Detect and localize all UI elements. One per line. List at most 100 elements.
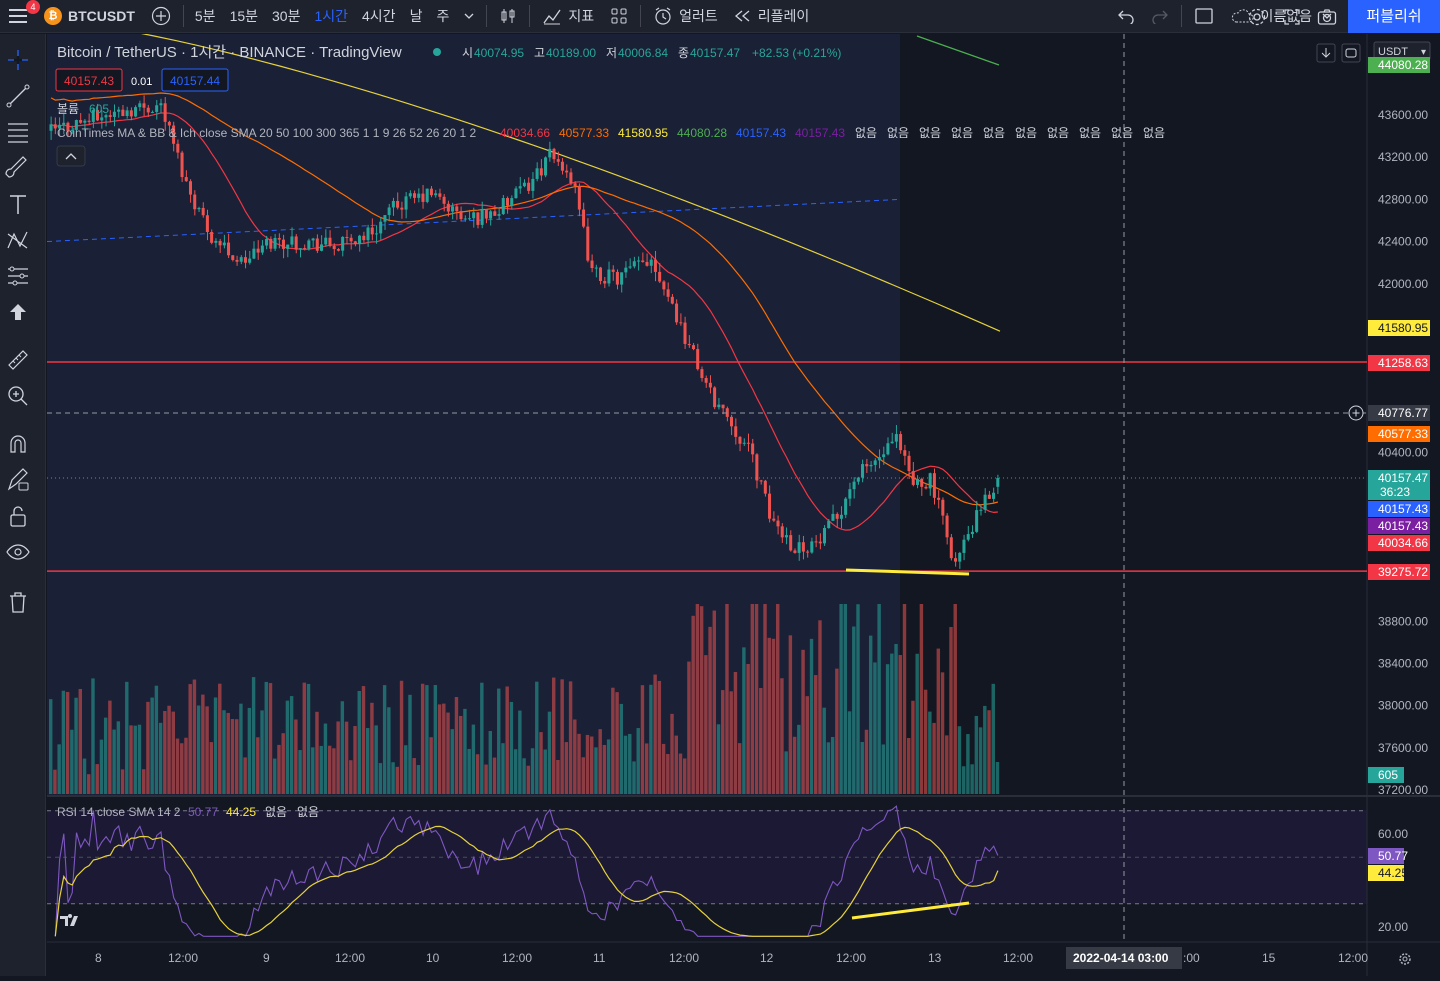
lock-pen-icon[interactable] bbox=[7, 468, 29, 491]
volume-bar bbox=[835, 668, 839, 794]
add-alert-plus-icon[interactable] bbox=[1348, 405, 1364, 421]
snapshot-button[interactable] bbox=[1309, 0, 1345, 33]
ohlc-change: +82.53 (+0.21%) bbox=[752, 46, 841, 60]
arrow-up-tool-icon[interactable] bbox=[10, 304, 26, 320]
volume-bar bbox=[196, 705, 201, 794]
candle-body bbox=[429, 188, 433, 196]
chevron-down-icon bbox=[464, 13, 474, 19]
volume-bar bbox=[65, 691, 70, 794]
interval-4[interactable]: 4시간 bbox=[362, 8, 396, 24]
interval-6[interactable]: 주 bbox=[436, 8, 450, 24]
pattern-tool-icon[interactable] bbox=[7, 231, 28, 249]
camera-icon bbox=[1317, 8, 1337, 25]
indicator-none-value: 없음 bbox=[887, 126, 909, 140]
chart-area[interactable]: Bitcoin / TetherUS · 1시간 · BINANCE · Tra… bbox=[47, 34, 1440, 976]
zoom-in-icon[interactable] bbox=[8, 386, 28, 406]
candle-body bbox=[184, 177, 188, 182]
crosshair-tool-icon[interactable] bbox=[8, 50, 28, 70]
candle-body bbox=[983, 494, 987, 510]
fullscreen-frame-button[interactable] bbox=[1186, 0, 1222, 33]
bid-box bbox=[55, 68, 123, 92]
volume-bar bbox=[167, 705, 171, 794]
candle-body bbox=[129, 110, 133, 117]
alert-button[interactable]: 얼러트 bbox=[645, 0, 726, 33]
candle-body bbox=[193, 194, 197, 210]
candle-body bbox=[383, 215, 387, 222]
volume-bar bbox=[581, 757, 585, 794]
magnet-icon[interactable] bbox=[10, 435, 26, 453]
symbol-search-button[interactable]: ₿ BTCUSDT bbox=[36, 0, 143, 33]
interval-1[interactable]: 15분 bbox=[229, 8, 259, 24]
volume-bar bbox=[91, 678, 95, 794]
indicators-button[interactable]: 지표 bbox=[534, 0, 602, 33]
ohlc-value: 40006.84 bbox=[618, 46, 668, 60]
volume-bar bbox=[678, 753, 683, 794]
fullscreen-button[interactable] bbox=[1275, 0, 1309, 33]
scroll-to-end-button[interactable] bbox=[1316, 43, 1336, 63]
publish-button[interactable]: 퍼블리쉬 bbox=[1348, 0, 1440, 33]
collapse-legend-button[interactable] bbox=[56, 145, 86, 167]
time-tick: 12:00 bbox=[335, 951, 365, 965]
candle-body bbox=[856, 477, 860, 482]
trash-icon[interactable] bbox=[10, 592, 26, 613]
trend-line-tool-icon[interactable] bbox=[6, 84, 30, 108]
templates-button[interactable] bbox=[602, 0, 636, 33]
volume-bar bbox=[746, 663, 750, 794]
text-tool-icon[interactable] bbox=[10, 195, 26, 214]
time-tick: 12:00 bbox=[669, 951, 699, 965]
prediction-tool-icon[interactable] bbox=[8, 266, 28, 286]
undo-button[interactable] bbox=[1109, 0, 1143, 33]
interval-2[interactable]: 30분 bbox=[272, 8, 301, 24]
volume-bar bbox=[408, 694, 412, 794]
spread-value: 0.01 bbox=[131, 76, 152, 88]
candle-body bbox=[134, 107, 138, 117]
time-tick: 10 bbox=[426, 951, 440, 965]
candle-body bbox=[915, 478, 919, 485]
candle-body bbox=[713, 387, 717, 408]
ruler-icon[interactable] bbox=[8, 350, 28, 370]
interval-dropdown[interactable] bbox=[456, 0, 482, 33]
candle-body bbox=[412, 193, 417, 198]
candle-body bbox=[928, 473, 932, 489]
eye-icon[interactable] bbox=[6, 544, 30, 560]
candle-body bbox=[112, 111, 116, 117]
sma-300-line bbox=[916, 35, 1000, 66]
time-tick: 12:00 bbox=[168, 951, 198, 965]
volume-bar bbox=[264, 681, 268, 794]
fib-tool-icon[interactable] bbox=[8, 123, 28, 143]
volume-bar bbox=[306, 683, 311, 794]
volume-bar bbox=[640, 685, 645, 794]
price-tick: 42000.00 bbox=[1378, 277, 1428, 291]
menu-button[interactable]: 4 bbox=[0, 0, 40, 33]
redo-button[interactable] bbox=[1143, 0, 1177, 33]
candle-body bbox=[645, 261, 649, 266]
settings-button[interactable] bbox=[1239, 0, 1275, 33]
volume-bar bbox=[551, 677, 556, 794]
volume-bar bbox=[759, 687, 763, 794]
time-tick: 15 bbox=[1262, 951, 1276, 965]
replay-button[interactable]: 리플레이 bbox=[726, 0, 818, 33]
right-tools bbox=[1239, 0, 1345, 33]
candle-body bbox=[252, 248, 256, 259]
brush-tool-icon[interactable] bbox=[5, 156, 27, 178]
interval-5[interactable]: 날 bbox=[409, 8, 423, 24]
candle-body bbox=[438, 193, 442, 197]
volume-bar bbox=[539, 732, 543, 794]
chart-type-button[interactable] bbox=[491, 0, 525, 33]
candle-body bbox=[201, 207, 205, 216]
volume-bar bbox=[898, 655, 902, 794]
candle-body bbox=[569, 172, 573, 184]
toolbar-divider bbox=[1181, 5, 1183, 27]
candle-body bbox=[514, 188, 518, 199]
interval-0[interactable]: 5분 bbox=[194, 8, 216, 24]
axis-settings-gear-icon[interactable] bbox=[1399, 953, 1411, 965]
candles bbox=[49, 95, 1000, 569]
volume-bar bbox=[775, 604, 780, 794]
volume-bar bbox=[535, 681, 539, 794]
lock-icon[interactable] bbox=[10, 506, 26, 527]
compare-symbol-button[interactable] bbox=[143, 0, 179, 33]
candle-body bbox=[594, 267, 598, 269]
maximize-pane-button[interactable] bbox=[1341, 43, 1361, 63]
volume-bar bbox=[302, 682, 307, 794]
interval-3[interactable]: 1시간 bbox=[314, 8, 349, 24]
